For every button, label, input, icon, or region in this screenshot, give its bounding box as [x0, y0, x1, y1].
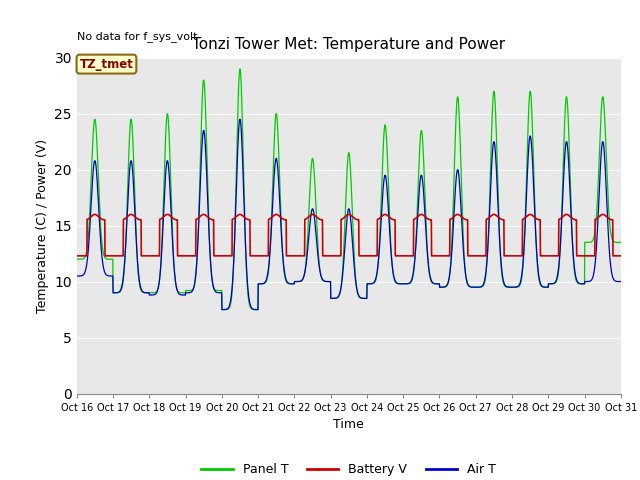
Title: Tonzi Tower Met: Temperature and Power: Tonzi Tower Met: Temperature and Power — [192, 37, 506, 52]
Y-axis label: Temperature (C) / Power (V): Temperature (C) / Power (V) — [36, 139, 49, 312]
Text: No data for f_sys_volt: No data for f_sys_volt — [77, 31, 197, 42]
X-axis label: Time: Time — [333, 418, 364, 431]
Legend: Panel T, Battery V, Air T: Panel T, Battery V, Air T — [196, 458, 501, 480]
Text: TZ_tmet: TZ_tmet — [79, 58, 133, 71]
